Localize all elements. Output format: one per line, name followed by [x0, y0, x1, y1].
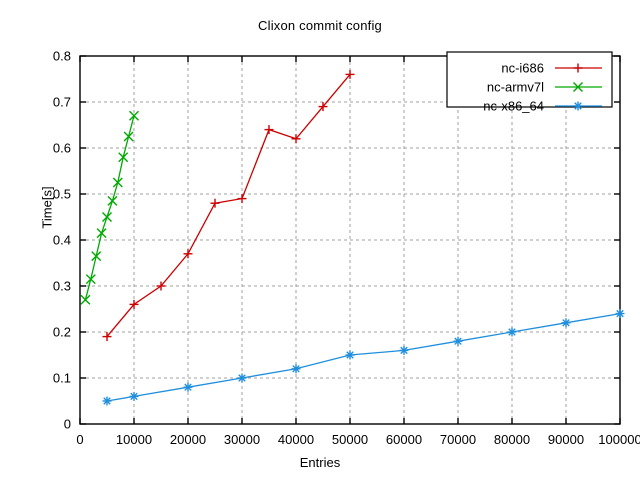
series-nc-armv7l: [80, 110, 139, 305]
legend-sample-nc-x86_64: [555, 101, 602, 111]
legend-label-nc-x86_64: nc-x86_64: [483, 99, 544, 114]
legend-label-nc-armv7l: nc-armv7l: [487, 80, 544, 95]
x-tick-label: 60000: [386, 432, 422, 447]
series-nc-i686: [102, 69, 355, 342]
y-tick-label: 0.3: [53, 279, 71, 294]
chart-title: Clixon commit config: [258, 18, 382, 33]
x-tick-label: 50000: [332, 432, 368, 447]
x-tick-label: 40000: [278, 432, 314, 447]
x-tick-label: 70000: [440, 432, 476, 447]
y-tick-label: 0.5: [53, 187, 71, 202]
y-tick-label: 0.7: [53, 95, 71, 110]
axis-ticks: [79, 55, 621, 425]
legend: nc-i686 nc-armv7l nc-x86_64: [446, 51, 613, 114]
x-tick-label: 20000: [170, 432, 206, 447]
data-series: [80, 69, 625, 406]
y-tick-label: 0.2: [53, 325, 71, 340]
tick-labels: 0 0.1 0.2 0.3 0.4 0.5 0.6 0.7 0.8 0 10000 20000 3000…: [53, 49, 640, 448]
y-tick-label: 0.1: [53, 371, 71, 386]
legend-label-nc-i686: nc-i686: [501, 61, 544, 76]
y-tick-label: 0.8: [53, 49, 71, 64]
x-tick-label: 0: [76, 432, 83, 447]
x-tick-label: 10000: [116, 432, 152, 447]
legend-sample-nc-armv7l: [555, 82, 602, 92]
y-tick-label: 0: [64, 417, 71, 432]
y-tick-label: 0.4: [53, 233, 71, 248]
x-tick-label: 100000: [598, 432, 640, 447]
x-tick-label: 90000: [548, 432, 584, 447]
x-tick-label: 30000: [224, 432, 260, 447]
series-nc-x86_64: [102, 309, 625, 406]
x-tick-label: 80000: [494, 432, 530, 447]
y-tick-label: 0.6: [53, 141, 71, 156]
legend-sample-nc-i686: [555, 63, 602, 73]
x-axis-label: Entries: [299, 455, 341, 470]
